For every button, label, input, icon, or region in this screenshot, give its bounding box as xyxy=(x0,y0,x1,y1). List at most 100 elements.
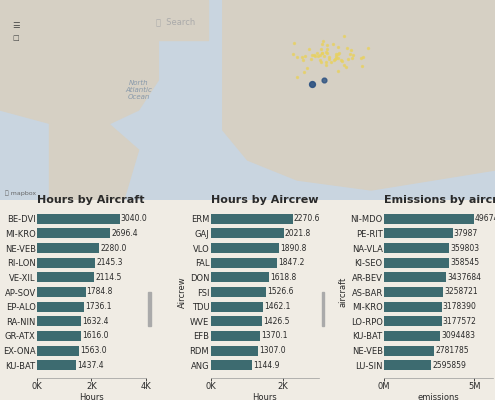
Bar xyxy=(210,302,263,312)
X-axis label: Hours: Hours xyxy=(252,392,277,400)
Bar xyxy=(37,331,81,341)
Point xyxy=(320,53,328,60)
Text: 359803: 359803 xyxy=(450,244,479,252)
Text: 2595859: 2595859 xyxy=(432,361,466,370)
Bar xyxy=(384,272,446,282)
Bar xyxy=(210,287,266,297)
Text: 1890.8: 1890.8 xyxy=(280,244,306,252)
Point xyxy=(346,50,354,57)
Point xyxy=(319,38,327,44)
Point xyxy=(332,55,340,61)
Bar xyxy=(210,228,284,238)
Bar xyxy=(37,258,95,268)
Point xyxy=(325,54,333,61)
Point xyxy=(340,33,347,40)
X-axis label: emissions: emissions xyxy=(417,392,459,400)
Text: 2280.0: 2280.0 xyxy=(100,244,126,252)
Text: 1563.0: 1563.0 xyxy=(81,346,107,355)
Point xyxy=(330,57,338,63)
Point xyxy=(300,69,308,75)
X-axis label: Hours: Hours xyxy=(79,392,104,400)
Point xyxy=(331,56,339,62)
Point xyxy=(294,74,301,80)
Point xyxy=(322,49,330,55)
Text: 4967434: 4967434 xyxy=(475,214,495,223)
Polygon shape xyxy=(139,0,208,40)
Bar xyxy=(210,316,262,326)
Point xyxy=(314,52,322,59)
Text: 37987: 37987 xyxy=(454,229,478,238)
Text: 2696.4: 2696.4 xyxy=(111,229,138,238)
Point xyxy=(290,40,297,47)
Point xyxy=(327,58,335,65)
Bar xyxy=(210,346,258,356)
Point xyxy=(310,52,318,58)
Point xyxy=(348,52,356,58)
Point xyxy=(307,52,315,58)
Point xyxy=(341,62,348,68)
Bar xyxy=(37,272,95,282)
Polygon shape xyxy=(223,0,495,190)
Text: 1437.4: 1437.4 xyxy=(77,361,104,370)
Point xyxy=(313,50,321,56)
Text: 1847.2: 1847.2 xyxy=(279,258,305,267)
Point xyxy=(359,53,367,60)
Point xyxy=(301,53,309,59)
Bar xyxy=(384,302,442,312)
Text: 1462.1: 1462.1 xyxy=(264,302,291,311)
Text: 358545: 358545 xyxy=(450,258,479,267)
Text: 2781785: 2781785 xyxy=(436,346,469,355)
Bar xyxy=(37,316,81,326)
Point xyxy=(347,47,355,53)
Text: 1426.5: 1426.5 xyxy=(263,317,290,326)
Point xyxy=(335,51,343,57)
Polygon shape xyxy=(0,0,158,130)
Text: 1736.1: 1736.1 xyxy=(85,302,112,311)
Text: 3437684: 3437684 xyxy=(447,273,481,282)
Bar xyxy=(37,346,80,356)
Point xyxy=(323,46,331,53)
Point xyxy=(318,50,326,56)
Y-axis label: Aircrew: Aircrew xyxy=(178,276,187,308)
Point xyxy=(293,53,300,60)
Point xyxy=(338,57,346,63)
Bar xyxy=(37,302,84,312)
Text: 1618.8: 1618.8 xyxy=(270,273,297,282)
Bar xyxy=(384,228,453,238)
Bar xyxy=(210,360,252,370)
Point xyxy=(322,59,330,66)
Point xyxy=(329,41,337,47)
Bar xyxy=(384,258,449,268)
Bar xyxy=(384,214,474,224)
Text: Ⓜ mapbox: Ⓜ mapbox xyxy=(5,190,36,196)
Point xyxy=(334,55,342,62)
Bar xyxy=(384,316,442,326)
Text: 3178390: 3178390 xyxy=(443,302,477,311)
Text: 1307.0: 1307.0 xyxy=(259,346,286,355)
Text: 1784.8: 1784.8 xyxy=(87,288,113,296)
Point xyxy=(343,45,351,51)
Point xyxy=(323,50,331,56)
Point xyxy=(299,57,307,63)
Point xyxy=(311,53,319,60)
Text: 3258721: 3258721 xyxy=(444,288,478,296)
Text: ☰: ☰ xyxy=(12,21,20,30)
Text: 🔍  Search: 🔍 Search xyxy=(156,17,195,26)
Point xyxy=(317,46,325,53)
Text: 1526.6: 1526.6 xyxy=(267,288,294,296)
Point xyxy=(318,40,326,47)
Text: 2021.8: 2021.8 xyxy=(285,229,311,238)
Bar xyxy=(210,214,293,224)
Point xyxy=(318,50,326,56)
Y-axis label: aircraft: aircraft xyxy=(339,277,347,307)
Point xyxy=(323,42,331,48)
Point xyxy=(348,54,356,61)
Point xyxy=(317,59,325,66)
Point xyxy=(332,50,340,57)
Text: 2270.6: 2270.6 xyxy=(294,214,320,223)
Point xyxy=(339,58,346,64)
Polygon shape xyxy=(50,124,139,200)
Bar xyxy=(37,243,99,253)
Point xyxy=(335,50,343,56)
Bar xyxy=(37,228,110,238)
